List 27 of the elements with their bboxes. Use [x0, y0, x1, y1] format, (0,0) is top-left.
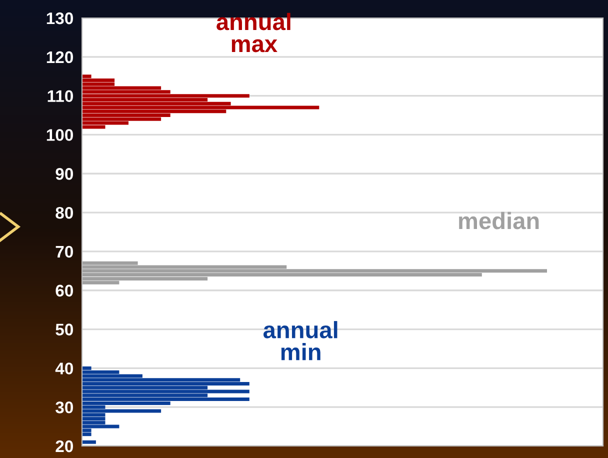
bar: [82, 424, 120, 428]
series-label: median: [459, 212, 539, 230]
bar: [82, 432, 92, 436]
y-tick-label: 30: [56, 401, 73, 414]
series-label: annual max: [216, 12, 290, 52]
y-tick-label: 110: [48, 90, 73, 102]
bar: [82, 382, 250, 386]
y-tick-label: 40: [55, 362, 73, 374]
bar: [82, 94, 250, 98]
y-tick-label: 20: [56, 440, 73, 452]
y-tick-label: 100: [46, 129, 73, 141]
bar: [82, 106, 320, 110]
bar: [82, 398, 250, 402]
y-tick-label: 60: [56, 284, 73, 297]
y-tick-label: 90: [56, 168, 73, 180]
y-tick-label: 50: [56, 324, 73, 336]
bar: [82, 440, 96, 444]
y-tick-label: 120: [46, 51, 73, 64]
y-tick-label: 130: [46, 12, 73, 24]
bar: [82, 409, 162, 413]
y-tick-label: 80: [56, 206, 73, 219]
y-tick-label: 70: [56, 246, 73, 258]
bar: [82, 417, 106, 421]
series-label: annual min: [263, 321, 338, 360]
bar: [82, 390, 250, 394]
bar: [82, 78, 115, 82]
bar: [82, 269, 547, 273]
